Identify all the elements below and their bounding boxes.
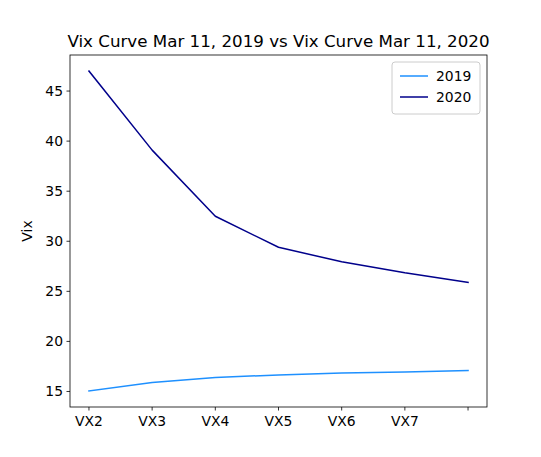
y-tick-label: 35	[45, 183, 63, 199]
y-tick	[67, 391, 71, 392]
y-tick-label: 40	[45, 133, 63, 149]
y-tick-label: 45	[45, 83, 63, 99]
x-tick	[341, 407, 342, 411]
chart-title: Vix Curve Mar 11, 2019 vs Vix Curve Mar …	[67, 31, 489, 51]
legend-swatch	[400, 96, 428, 98]
axes-frame	[70, 55, 487, 407]
y-tick-label: 20	[45, 333, 63, 349]
x-tick	[404, 407, 405, 411]
x-tick-label: VX2	[75, 413, 103, 429]
y-tick	[67, 91, 71, 92]
x-tick-label: VX6	[328, 413, 356, 429]
plot-area	[89, 71, 468, 391]
x-tick	[468, 407, 469, 411]
legend-label: 2020	[436, 89, 471, 105]
legend: 2019 2020	[392, 62, 480, 114]
x-tick-label: VX4	[201, 413, 229, 429]
y-tick	[67, 141, 71, 142]
x-tick	[152, 407, 153, 411]
y-axis-label: Vix	[19, 220, 35, 241]
y-tick	[67, 291, 71, 292]
legend-swatch	[400, 75, 428, 77]
y-tick-label: 15	[45, 383, 63, 399]
y-tick-label: 25	[45, 283, 63, 299]
y-tick	[67, 191, 71, 192]
series-line	[89, 370, 468, 391]
x-tick	[88, 407, 89, 411]
legend-box	[392, 62, 480, 114]
y-tick	[67, 241, 71, 242]
chart: 15 20 25 30 35 40 45 VX2 VX3 VX4 VX5 VX6 VX7 Vix Vix C…	[0, 0, 541, 457]
x-tick-label: VX5	[265, 413, 293, 429]
x-tick-label: VX7	[391, 413, 419, 429]
y-tick	[67, 341, 71, 342]
x-tick	[215, 407, 216, 411]
x-tick-label: VX3	[138, 413, 166, 429]
x-tick	[278, 407, 279, 411]
legend-label: 2019	[436, 68, 471, 84]
y-tick-label: 30	[45, 233, 63, 249]
